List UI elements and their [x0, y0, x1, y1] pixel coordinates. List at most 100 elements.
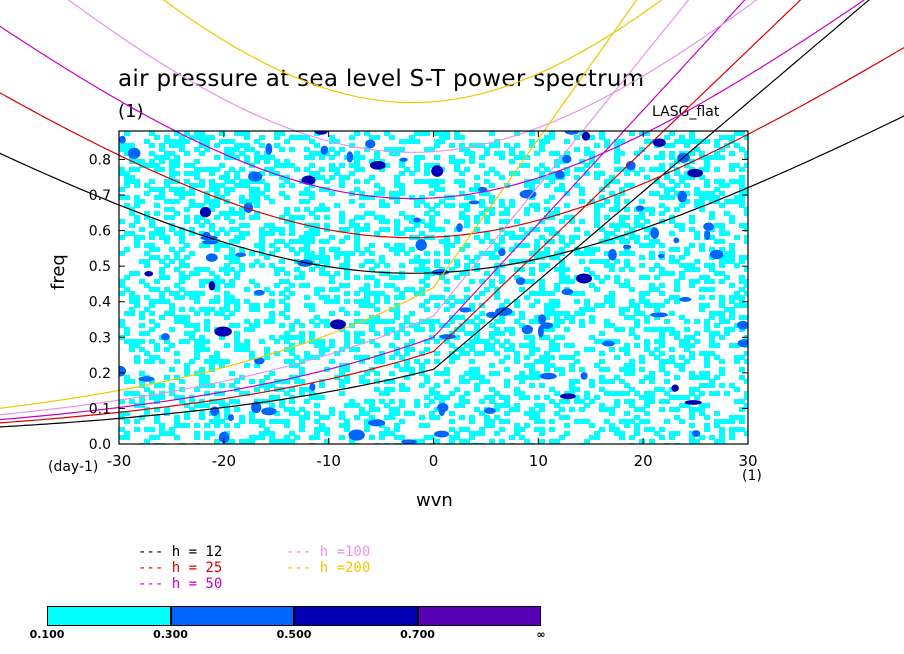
- power-cell-low: [704, 327, 710, 332]
- power-cell-low: [194, 267, 200, 272]
- power-cell-low: [574, 183, 580, 188]
- power-cell-low: [619, 139, 625, 144]
- power-cell-low: [704, 415, 710, 420]
- power-cell-low: [559, 415, 565, 420]
- power-cell-low: [199, 283, 205, 288]
- power-cell-low: [274, 271, 280, 276]
- power-cell-low: [134, 219, 140, 224]
- legend-item: --- h =100: [286, 544, 370, 560]
- power-cell-low: [214, 351, 220, 356]
- power-cell-low: [564, 191, 570, 196]
- power-cell-low: [244, 319, 250, 324]
- power-cell-low: [574, 167, 580, 172]
- power-cell-low: [374, 231, 380, 236]
- power-cell-low: [404, 167, 410, 172]
- power-cell-low: [429, 223, 435, 228]
- power-cell-low: [269, 403, 275, 408]
- power-cell-low: [674, 335, 680, 340]
- power-cell-low: [534, 347, 540, 352]
- power-cell-low: [424, 319, 430, 324]
- power-cell-low: [699, 435, 705, 440]
- power-cell-low: [559, 279, 565, 284]
- power-cell-low: [314, 395, 320, 400]
- power-cell-low: [539, 235, 545, 240]
- power-cell-low: [524, 423, 530, 428]
- power-cell-low: [669, 295, 675, 300]
- power-cell-low: [734, 355, 740, 360]
- power-cell-low: [399, 295, 405, 300]
- power-cell-low: [239, 223, 245, 228]
- power-cell-low: [204, 199, 210, 204]
- power-cell-low: [599, 131, 605, 136]
- power-cell-low: [469, 367, 475, 372]
- power-cell-low: [399, 211, 405, 216]
- power-cell-low: [459, 159, 465, 164]
- power-cell-low: [234, 275, 240, 280]
- power-cell-low: [369, 259, 375, 264]
- power-cell-low: [144, 283, 150, 288]
- power-cell-low: [734, 303, 740, 308]
- power-cell-low: [699, 151, 705, 156]
- power-cell-low: [224, 343, 230, 348]
- power-cell-low: [524, 375, 530, 380]
- power-cell-low: [419, 319, 425, 324]
- power-cell-low: [594, 275, 600, 280]
- power-cell-low: [384, 415, 390, 420]
- power-cell-low: [274, 239, 280, 244]
- power-cell-low: [199, 183, 205, 188]
- power-cell-low: [539, 143, 545, 148]
- power-cell-low: [594, 203, 600, 208]
- power-cell-low: [474, 263, 480, 268]
- power-cell-low: [499, 151, 505, 156]
- power-cell-low: [229, 267, 235, 272]
- power-cell-low: [724, 211, 730, 216]
- power-cell-low: [494, 255, 500, 260]
- power-cell-low: [349, 251, 355, 256]
- y-tick-label: 0.4: [89, 295, 111, 311]
- power-cell-low: [649, 327, 655, 332]
- power-cell-low: [409, 339, 415, 344]
- power-cell-low: [599, 279, 605, 284]
- power-cell-low: [624, 363, 630, 368]
- power-cell-low: [564, 171, 570, 176]
- power-cell-low: [579, 167, 585, 172]
- power-cell-low: [624, 419, 630, 424]
- power-cell-low: [514, 303, 520, 308]
- power-cell-low: [234, 423, 240, 428]
- power-cell-low: [544, 335, 550, 340]
- power-cell-low: [324, 427, 330, 432]
- power-cell-low: [659, 271, 665, 276]
- power-cell-low: [399, 291, 405, 296]
- power-cell-mid: [248, 171, 263, 182]
- power-cell-low: [659, 211, 665, 216]
- power-cell-low: [344, 335, 350, 340]
- power-cell-low: [234, 339, 240, 344]
- power-cell-low: [344, 227, 350, 232]
- power-cell-low: [184, 319, 190, 324]
- power-cell-low: [359, 155, 365, 160]
- power-cell-low: [709, 311, 715, 316]
- power-cell-low: [529, 251, 535, 256]
- power-cell-low: [254, 435, 260, 440]
- power-cell-low: [189, 203, 195, 208]
- power-cell-low: [699, 371, 705, 376]
- power-cell-low: [739, 183, 745, 188]
- power-cell-low: [214, 183, 220, 188]
- power-cell-low: [659, 155, 665, 160]
- power-cell-low: [364, 319, 370, 324]
- power-cell-low: [614, 327, 620, 332]
- power-cell-low: [149, 311, 155, 316]
- power-cell-low: [584, 231, 590, 236]
- power-cell-low: [304, 411, 310, 416]
- power-cell-low: [149, 235, 155, 240]
- power-cell-low: [504, 339, 510, 344]
- power-cell-low: [704, 183, 710, 188]
- power-cell-low: [534, 243, 540, 248]
- power-cell-low: [724, 259, 730, 264]
- power-cell-low: [324, 215, 330, 220]
- power-cell-low: [689, 335, 695, 340]
- power-cell-low: [724, 135, 730, 140]
- power-cell-low: [159, 231, 165, 236]
- power-cell-low: [174, 163, 180, 168]
- x-tick-label: 30: [738, 452, 757, 470]
